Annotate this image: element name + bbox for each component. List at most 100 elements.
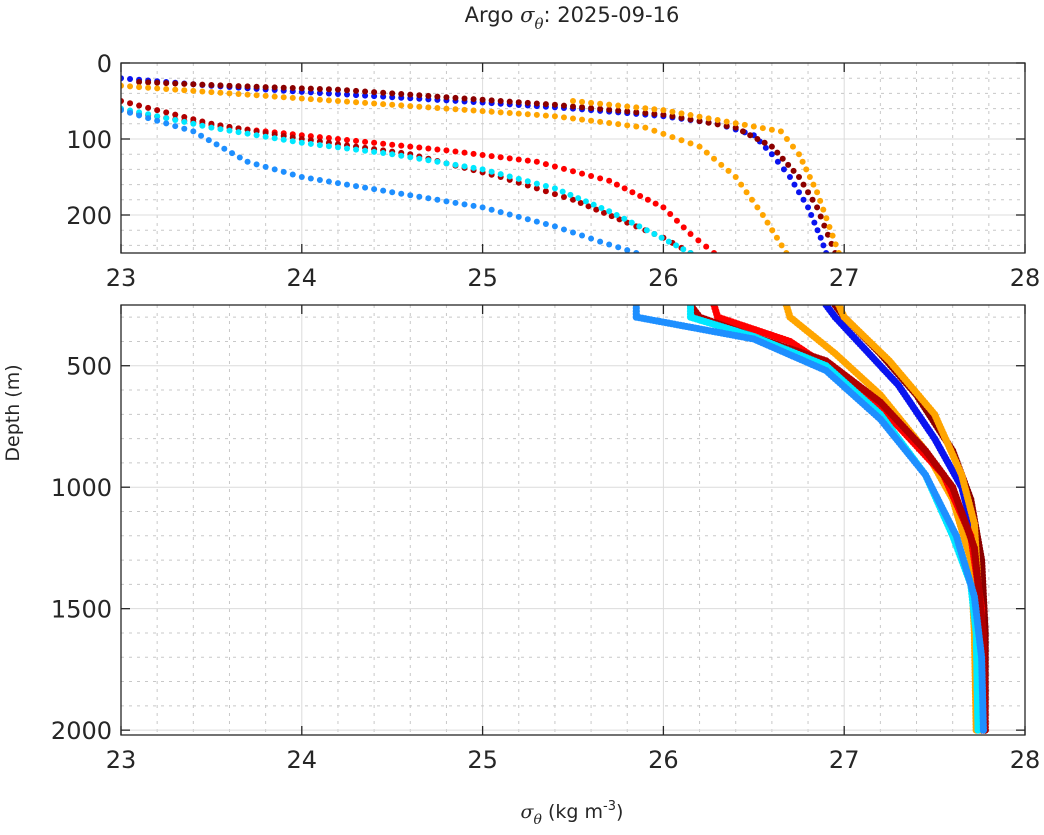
series-profile-skyblue (121, 107, 640, 253)
data-point (172, 123, 179, 130)
data-point (624, 122, 631, 129)
data-point (181, 113, 188, 120)
data-point (325, 178, 332, 185)
data-point (805, 189, 812, 196)
data-point (551, 185, 558, 192)
data-point (687, 112, 694, 119)
data-point (524, 111, 531, 118)
data-point (606, 241, 613, 248)
data-point (506, 110, 513, 117)
data-point (371, 89, 378, 96)
data-point (590, 201, 597, 208)
data-point (307, 85, 314, 92)
data-point (570, 98, 576, 104)
data-point (660, 111, 667, 118)
data-point (533, 111, 540, 118)
y-tick-label: 0 (97, 50, 112, 78)
series-profile-cyan (121, 105, 694, 253)
data-point (344, 145, 350, 152)
data-point (673, 217, 680, 224)
data-point (560, 193, 567, 200)
data-point (208, 82, 215, 89)
data-point (289, 138, 296, 145)
data-point (190, 120, 197, 127)
data-point (344, 91, 350, 98)
data-point (551, 101, 558, 108)
data-point (353, 146, 360, 153)
data-point (542, 112, 549, 119)
x-tick-label: 24 (287, 264, 318, 292)
data-point (806, 174, 813, 180)
data-point (229, 150, 236, 157)
data-point (597, 105, 604, 112)
data-point (593, 206, 600, 213)
data-point (803, 166, 810, 173)
data-point (732, 124, 739, 131)
data-point (711, 155, 718, 162)
data-point (362, 92, 369, 99)
y-tick-label: 1500 (51, 596, 112, 624)
data-point (163, 85, 170, 92)
data-point (163, 115, 170, 122)
data-point (154, 107, 161, 114)
data-point (127, 109, 134, 116)
data-point (244, 130, 251, 137)
data-point (711, 250, 718, 253)
data-point (434, 104, 441, 111)
data-point (637, 193, 644, 199)
data-point (783, 136, 790, 142)
data-point (778, 242, 785, 249)
data-point (226, 127, 233, 134)
data-point (127, 75, 134, 82)
data-point (190, 87, 197, 94)
data-point (779, 155, 786, 162)
data-point (774, 149, 781, 156)
data-point (809, 196, 816, 203)
data-point (542, 188, 549, 195)
data-point (217, 82, 224, 89)
data-point (814, 189, 821, 196)
data-point (380, 187, 387, 194)
chart-title: Argo σθ: 2025-09-16 (465, 3, 680, 33)
data-point (181, 80, 188, 87)
data-point (588, 173, 595, 180)
data-point (235, 91, 242, 98)
data-point (624, 103, 631, 110)
data-point (506, 98, 513, 105)
data-point (416, 92, 423, 99)
data-point (398, 190, 405, 197)
data-point (542, 101, 549, 108)
data-point (714, 121, 721, 128)
data-point (616, 216, 623, 223)
data-point (136, 84, 143, 91)
data-point (145, 115, 152, 122)
data-point (780, 166, 787, 173)
x-tick-label: 27 (829, 746, 860, 774)
data-point (344, 181, 350, 188)
data-point (606, 208, 613, 215)
data-point (190, 81, 197, 88)
data-point (461, 95, 468, 102)
data-point (316, 134, 323, 141)
data-point (524, 182, 531, 189)
data-point (606, 120, 613, 127)
data-point (488, 206, 495, 213)
data-point (814, 204, 821, 211)
data-point (606, 101, 613, 108)
data-point (608, 213, 615, 220)
data-point (738, 181, 745, 188)
data-point (380, 140, 387, 147)
data-point (497, 209, 504, 216)
data-point (325, 143, 332, 150)
data-point (687, 231, 694, 237)
data-point (307, 133, 314, 140)
data-point (181, 87, 188, 94)
data-point (353, 137, 360, 144)
data-point (362, 147, 369, 154)
data-point (579, 116, 586, 123)
data-point (658, 234, 665, 241)
data-point (325, 97, 332, 104)
data-point (416, 193, 423, 200)
data-point (785, 161, 792, 168)
data-point (678, 114, 685, 121)
